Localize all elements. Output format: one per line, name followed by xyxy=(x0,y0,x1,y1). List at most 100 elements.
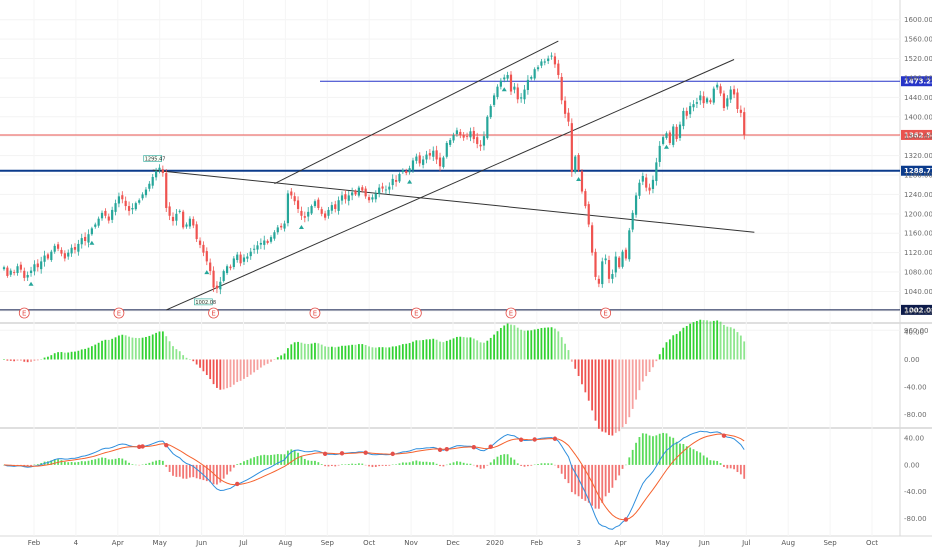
candle-body[interactable] xyxy=(290,191,293,196)
candle-body[interactable] xyxy=(584,191,587,207)
candle-body[interactable] xyxy=(631,212,634,230)
candle-body[interactable] xyxy=(124,200,127,207)
candle-body[interactable] xyxy=(344,194,347,200)
candle-body[interactable] xyxy=(645,177,648,188)
candle-body[interactable] xyxy=(685,110,688,116)
candle-body[interactable] xyxy=(29,270,33,274)
candle-body[interactable] xyxy=(516,87,519,100)
candle-body[interactable] xyxy=(249,251,252,257)
histogram-panel[interactable] xyxy=(3,319,746,436)
candle-body[interactable] xyxy=(354,190,357,195)
candle-body[interactable] xyxy=(337,200,340,211)
candle-body[interactable] xyxy=(722,93,726,109)
candle-body[interactable] xyxy=(324,213,327,218)
candle-body[interactable] xyxy=(307,211,310,217)
candle-body[interactable] xyxy=(198,240,202,245)
candle-body[interactable] xyxy=(438,157,442,167)
candle-body[interactable] xyxy=(351,192,354,196)
candle-body[interactable] xyxy=(428,153,431,156)
candle-body[interactable] xyxy=(215,285,219,289)
candle-body[interactable] xyxy=(158,167,161,170)
candle-body[interactable] xyxy=(442,157,445,168)
candle-body[interactable] xyxy=(418,155,421,164)
candle-body[interactable] xyxy=(651,179,655,189)
candle-body[interactable] xyxy=(269,237,273,242)
candle-body[interactable] xyxy=(580,171,584,192)
candle-body[interactable] xyxy=(499,80,502,87)
candle-body[interactable] xyxy=(276,227,279,233)
candle-body[interactable] xyxy=(729,89,732,100)
candle-body[interactable] xyxy=(526,79,529,90)
candle-body[interactable] xyxy=(513,86,516,90)
candle-body[interactable] xyxy=(23,270,26,278)
candle-body[interactable] xyxy=(476,137,479,144)
candle-body[interactable] xyxy=(520,97,523,99)
candle-body[interactable] xyxy=(601,261,604,285)
candle-body[interactable] xyxy=(273,232,276,239)
candle-body[interactable] xyxy=(621,251,624,267)
candle-body[interactable] xyxy=(293,196,296,202)
candle-body[interactable] xyxy=(435,150,438,160)
candle-body[interactable] xyxy=(503,77,506,80)
candle-body[interactable] xyxy=(411,160,415,171)
earnings-event-marker[interactable] xyxy=(208,307,219,319)
candle-body[interactable] xyxy=(739,109,742,113)
candle-body[interactable] xyxy=(303,216,306,218)
candle-body[interactable] xyxy=(192,219,195,226)
candle-body[interactable] xyxy=(658,145,661,162)
candle-body[interactable] xyxy=(452,135,455,141)
candle-body[interactable] xyxy=(489,106,492,118)
candle-body[interactable] xyxy=(388,186,391,190)
candle-body[interactable] xyxy=(530,76,533,79)
candle-body[interactable] xyxy=(371,197,374,200)
candle-body[interactable] xyxy=(97,218,100,226)
earnings-event-marker[interactable] xyxy=(113,307,125,319)
candle-body[interactable] xyxy=(408,168,411,173)
candle-body[interactable] xyxy=(232,258,235,268)
candle-body[interactable] xyxy=(462,135,465,138)
candle-body[interactable] xyxy=(63,253,66,259)
candle-body[interactable] xyxy=(367,197,371,201)
candle-body[interactable] xyxy=(506,75,509,79)
candle-body[interactable] xyxy=(422,159,425,165)
candle-body[interactable] xyxy=(87,234,90,243)
candle-body[interactable] xyxy=(459,131,462,136)
candle-body[interactable] xyxy=(43,255,46,262)
candle-body[interactable] xyxy=(111,209,114,220)
candle-body[interactable] xyxy=(280,225,283,228)
candle-body[interactable] xyxy=(540,61,543,66)
candle-body[interactable] xyxy=(469,131,472,138)
candle-body[interactable] xyxy=(594,251,597,277)
candle-body[interactable] xyxy=(743,112,746,135)
candle-body[interactable] xyxy=(104,210,107,216)
candle-body[interactable] xyxy=(347,195,350,201)
candle-body[interactable] xyxy=(121,195,124,200)
candle-body[interactable] xyxy=(188,218,191,227)
candle-body[interactable] xyxy=(13,272,16,274)
candle-body[interactable] xyxy=(472,130,475,140)
candle-body[interactable] xyxy=(668,132,671,143)
candle-body[interactable] xyxy=(361,187,364,191)
candle-body[interactable] xyxy=(175,213,178,221)
candle-body[interactable] xyxy=(587,204,590,225)
candle-body[interactable] xyxy=(624,249,628,259)
candle-body[interactable] xyxy=(114,203,117,212)
candle-body[interactable] xyxy=(394,180,398,182)
candle-body[interactable] xyxy=(310,206,313,214)
candle-body[interactable] xyxy=(144,189,148,196)
candle-body[interactable] xyxy=(219,281,222,290)
candle-body[interactable] xyxy=(611,274,614,279)
candle-body[interactable] xyxy=(381,186,384,189)
candle-body[interactable] xyxy=(225,266,229,274)
candle-body[interactable] xyxy=(726,98,729,107)
candle-body[interactable] xyxy=(117,196,121,204)
candle-body[interactable] xyxy=(256,245,259,250)
candle-body[interactable] xyxy=(185,224,188,227)
candle-body[interactable] xyxy=(50,251,53,261)
candle-body[interactable] xyxy=(168,206,171,216)
earnings-event-marker[interactable] xyxy=(309,307,321,319)
candle-body[interactable] xyxy=(320,209,323,214)
earnings-event-marker[interactable] xyxy=(600,307,612,319)
candle-body[interactable] xyxy=(523,89,526,100)
